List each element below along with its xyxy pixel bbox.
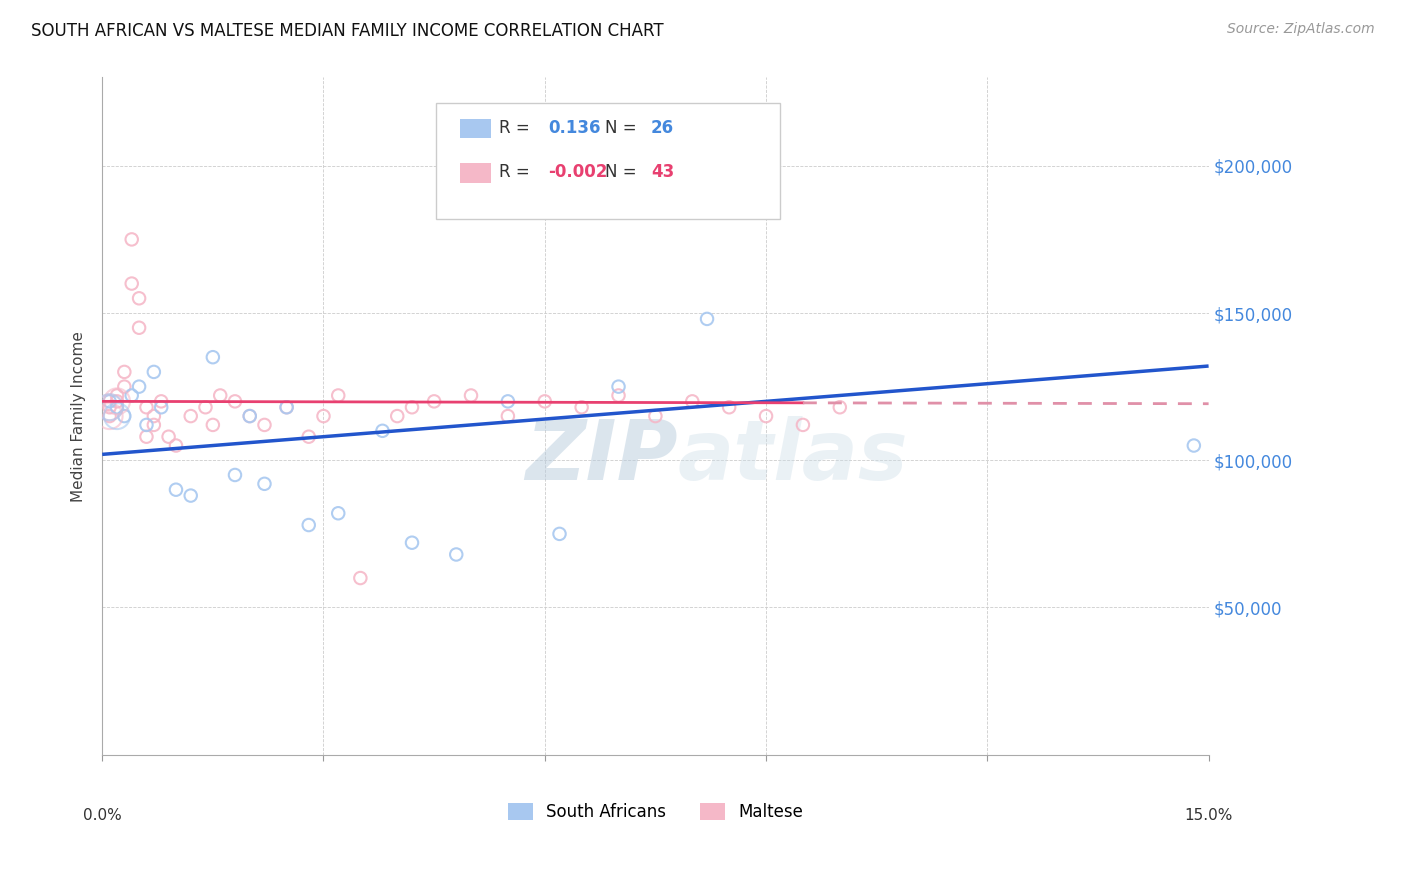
Point xyxy=(276,401,298,415)
Point xyxy=(105,388,128,402)
Point xyxy=(548,527,571,541)
Point xyxy=(718,401,741,415)
Point xyxy=(349,571,371,585)
Point xyxy=(644,409,666,423)
Point xyxy=(371,424,394,438)
Text: ZIP: ZIP xyxy=(524,417,678,497)
Point xyxy=(98,401,121,415)
Point xyxy=(1182,438,1205,452)
Point xyxy=(312,409,335,423)
Point xyxy=(105,394,128,409)
Point xyxy=(112,379,135,393)
Point xyxy=(496,409,519,423)
Point xyxy=(180,489,202,503)
Text: atlas: atlas xyxy=(678,417,908,497)
Point xyxy=(239,409,262,423)
Point xyxy=(792,417,814,432)
Text: R =: R = xyxy=(499,163,530,181)
Legend: South Africans, Maltese: South Africans, Maltese xyxy=(508,803,803,821)
Point xyxy=(328,388,350,402)
Point xyxy=(253,417,276,432)
Point xyxy=(105,401,128,415)
Point xyxy=(105,409,128,423)
Point xyxy=(644,173,666,187)
Point xyxy=(755,409,778,423)
Text: N =: N = xyxy=(605,163,636,181)
Point xyxy=(460,388,482,402)
Point xyxy=(696,312,718,326)
Point xyxy=(135,430,157,444)
Point xyxy=(165,483,187,497)
Point xyxy=(150,401,173,415)
Point xyxy=(298,518,321,533)
Point xyxy=(201,350,224,364)
Text: N =: N = xyxy=(605,119,636,136)
Text: 0.136: 0.136 xyxy=(548,119,600,136)
Point xyxy=(142,409,165,423)
Text: 43: 43 xyxy=(651,163,675,181)
Text: R =: R = xyxy=(499,119,530,136)
Point xyxy=(239,409,262,423)
Point xyxy=(157,430,180,444)
Point xyxy=(423,394,446,409)
Point xyxy=(150,394,173,409)
Point xyxy=(194,401,217,415)
Point xyxy=(135,401,157,415)
Point xyxy=(135,417,157,432)
Point xyxy=(142,365,165,379)
Point xyxy=(98,394,121,409)
Point xyxy=(112,365,135,379)
Point xyxy=(209,388,232,402)
Point xyxy=(112,409,135,423)
Point xyxy=(201,417,224,432)
Point xyxy=(607,379,630,393)
Point xyxy=(121,388,143,402)
Point xyxy=(98,401,121,415)
Text: 26: 26 xyxy=(651,119,673,136)
Point xyxy=(533,394,555,409)
Point xyxy=(224,394,246,409)
Point xyxy=(121,277,143,291)
Point xyxy=(571,401,593,415)
Point xyxy=(224,467,246,482)
Point xyxy=(681,394,703,409)
Point xyxy=(298,430,321,444)
Text: 15.0%: 15.0% xyxy=(1184,808,1233,822)
Point xyxy=(128,291,150,305)
Point xyxy=(446,548,468,562)
Point xyxy=(401,535,423,549)
Text: SOUTH AFRICAN VS MALTESE MEDIAN FAMILY INCOME CORRELATION CHART: SOUTH AFRICAN VS MALTESE MEDIAN FAMILY I… xyxy=(31,22,664,40)
Point xyxy=(98,409,121,423)
Point xyxy=(142,417,165,432)
Point xyxy=(165,438,187,452)
Point xyxy=(387,409,409,423)
Text: -0.002: -0.002 xyxy=(548,163,607,181)
Point xyxy=(328,506,350,520)
Point xyxy=(180,409,202,423)
Point xyxy=(105,394,128,409)
Point xyxy=(253,476,276,491)
Point xyxy=(607,388,630,402)
Point xyxy=(828,401,851,415)
Point xyxy=(276,401,298,415)
Point xyxy=(496,394,519,409)
Point xyxy=(401,401,423,415)
Point xyxy=(98,401,121,415)
Point xyxy=(128,379,150,393)
Text: 0.0%: 0.0% xyxy=(83,808,121,822)
Point xyxy=(98,409,121,423)
Point xyxy=(121,232,143,246)
Point xyxy=(128,320,150,334)
Y-axis label: Median Family Income: Median Family Income xyxy=(72,331,86,501)
Text: Source: ZipAtlas.com: Source: ZipAtlas.com xyxy=(1227,22,1375,37)
